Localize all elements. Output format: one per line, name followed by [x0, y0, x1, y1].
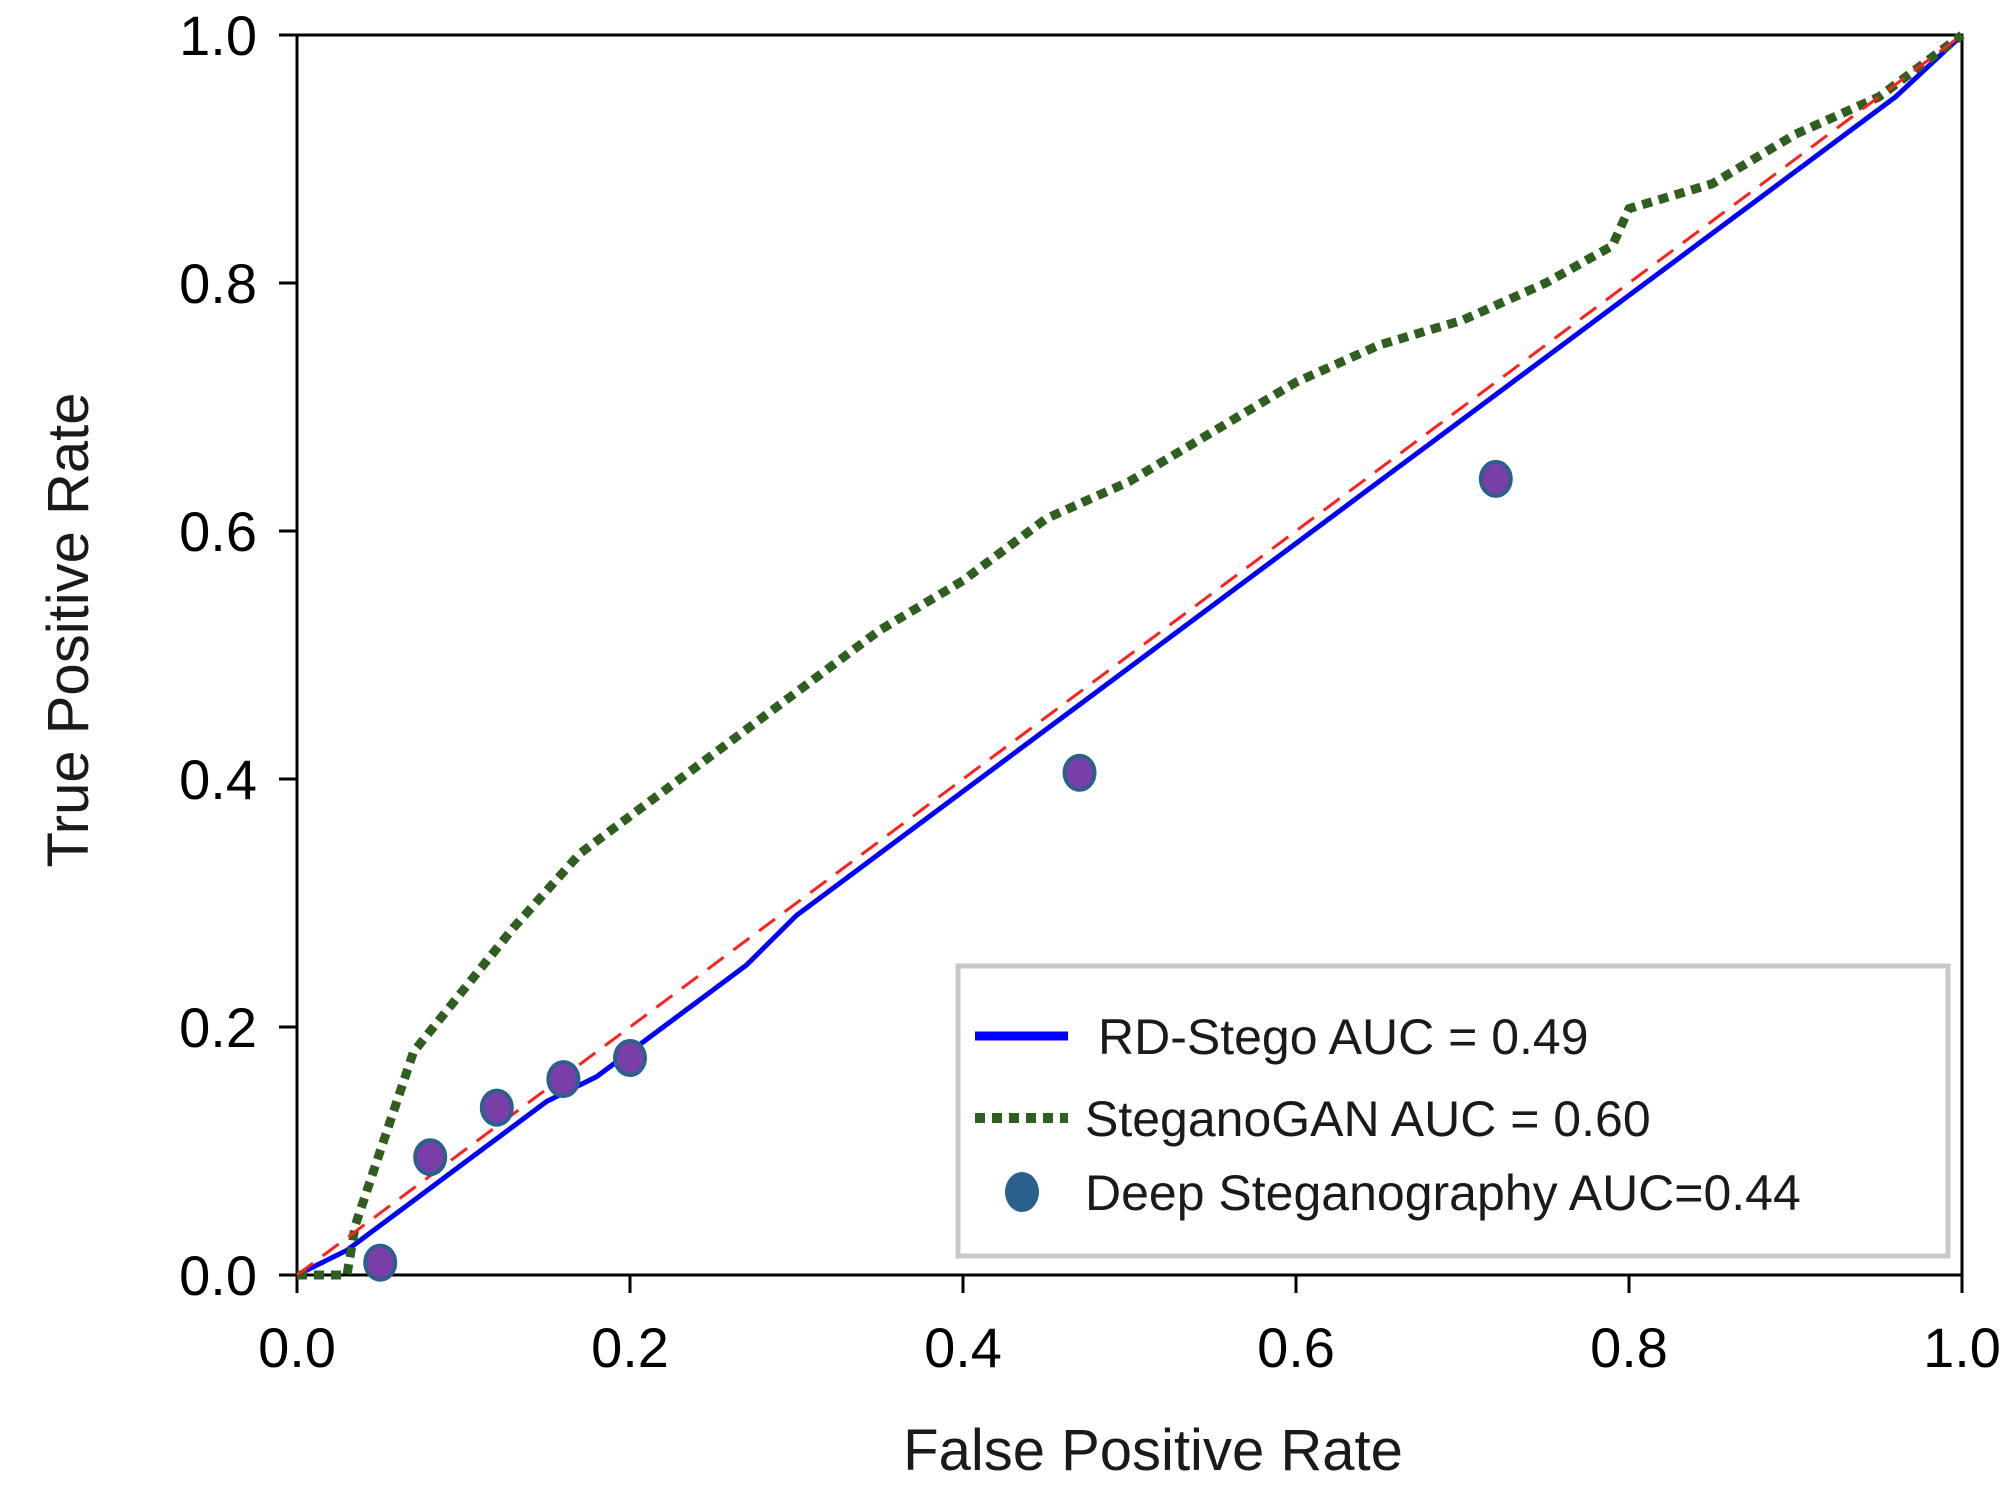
deep-steganography-point [546, 1060, 581, 1099]
x-tick-label: 0.0 [258, 1316, 336, 1379]
y-tick-label: 0.0 [179, 1244, 257, 1307]
series-group [295, 31, 1965, 1282]
x-tick-label: 0.2 [591, 1316, 669, 1379]
deep-steganography-point [413, 1138, 448, 1177]
plot-frame [295, 33, 1964, 1277]
x-tick-label: 0.8 [1590, 1316, 1668, 1379]
legend-box [955, 963, 1951, 1259]
axes: 0.0 0.2 0.4 0.6 0.8 1.0 0.0 0.2 0.4 0.6 0.8 1.0 [179, 4, 2001, 1379]
deep-steganography-point [1062, 753, 1097, 792]
deep-steganography-point [1478, 459, 1513, 498]
deep-steganography-point [613, 1039, 647, 1077]
legend-label-deep-steganography: Deep Steganography AUC=0.44 [1085, 1165, 1801, 1221]
x-tick-label: 0.6 [1257, 1316, 1335, 1379]
deep-steganography-point [363, 1243, 398, 1282]
x-axis-label: False Positive Rate [903, 1418, 1403, 1483]
legend-swatch-deep-steganography [1005, 1172, 1039, 1212]
series-chance-diagonal [296, 33, 1963, 1277]
x-tick-label: 1.0 [1923, 1316, 2001, 1379]
y-tick-label: 0.8 [179, 252, 257, 315]
series-steganogan-line [297, 31, 1965, 1280]
legend-label-steganogan: SteganoGAN AUC = 0.60 [1085, 1091, 1651, 1147]
deep-steganography-point [479, 1088, 514, 1127]
legend-label-rd-stego: RD-Stego AUC = 0.49 [1098, 1009, 1589, 1065]
legend: RD-Stego AUC = 0.49 SteganoGAN AUC = 0.6… [955, 963, 1951, 1259]
x-tick-label: 0.4 [924, 1316, 1002, 1379]
y-tick-label: 0.4 [179, 748, 257, 811]
y-tick-label: 1.0 [179, 4, 257, 67]
y-tick-label: 0.6 [179, 500, 257, 563]
y-tick-label: 0.2 [179, 996, 257, 1059]
y-axis-label: True Positive Rate [36, 393, 101, 868]
series-rd-stego-line [295, 33, 1964, 1278]
